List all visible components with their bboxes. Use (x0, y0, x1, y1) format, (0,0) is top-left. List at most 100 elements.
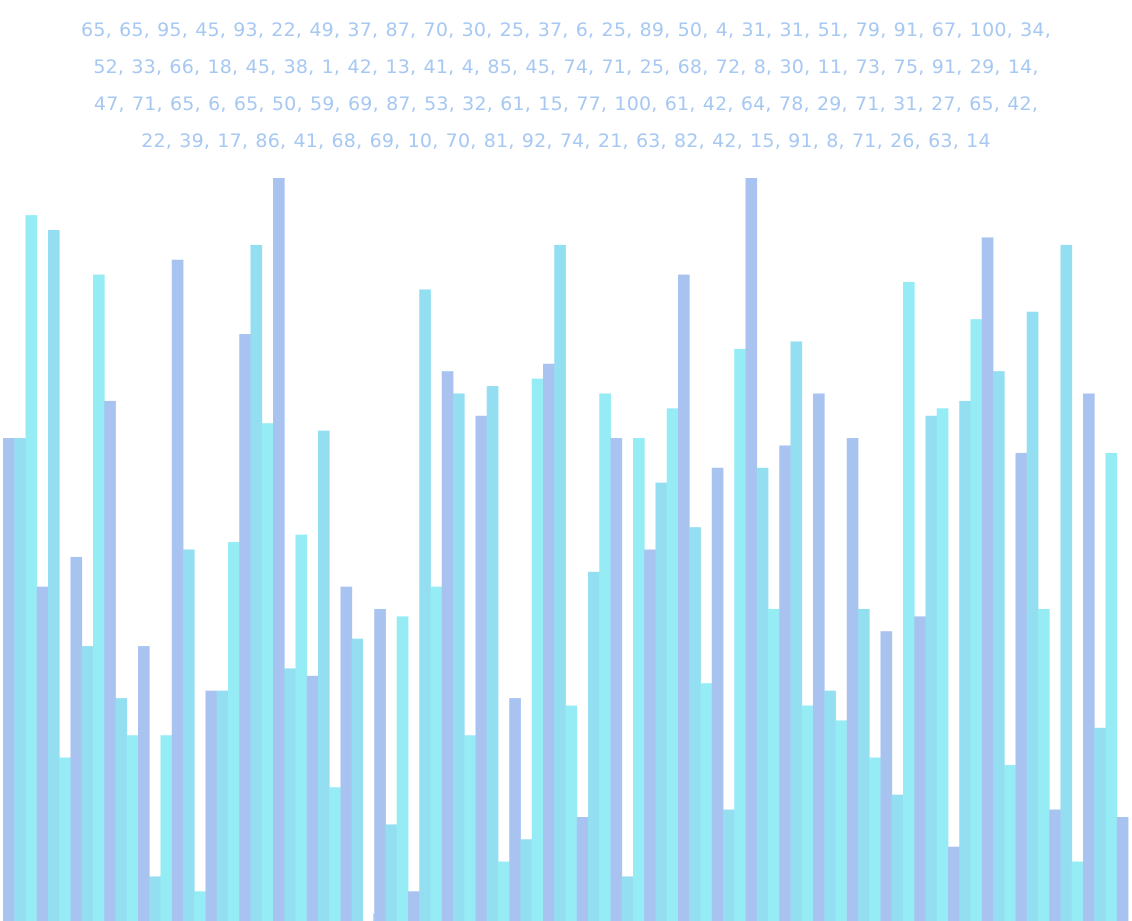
bar (948, 846, 960, 921)
bar (768, 608, 780, 921)
bar (666, 408, 679, 921)
bar (498, 861, 510, 921)
bar (216, 690, 229, 921)
bar (543, 363, 555, 921)
bar (678, 274, 690, 921)
bar (824, 690, 836, 921)
bar (588, 571, 600, 921)
bar (138, 646, 150, 921)
bar (599, 393, 611, 921)
bar (711, 467, 724, 921)
bar (194, 891, 206, 921)
bar (936, 408, 949, 921)
bar (464, 735, 476, 921)
bar (25, 215, 38, 921)
bar (59, 757, 71, 921)
bar (475, 415, 488, 921)
values-line-3: 47, 71, 65, 6, 65, 50, 59, 69, 87, 53, 3… (93, 93, 1039, 115)
bar (1116, 816, 1129, 921)
bar (14, 438, 26, 921)
bar (655, 482, 668, 921)
values-text: 65, 65, 95, 45, 93, 22, 49, 37, 87, 70, … (0, 12, 1132, 160)
bar (880, 631, 893, 921)
bar (1026, 311, 1039, 921)
bar (959, 400, 971, 921)
bar (576, 816, 589, 921)
bar (1083, 393, 1095, 921)
bar (509, 698, 521, 921)
bar (408, 891, 420, 921)
bar (1094, 727, 1106, 921)
bar (419, 289, 431, 921)
values-line-1: 65, 65, 95, 45, 93, 22, 49, 37, 87, 70, … (81, 19, 1051, 41)
bar (430, 586, 443, 921)
bar (1015, 452, 1028, 921)
bar (903, 282, 915, 921)
bar (756, 467, 769, 921)
bar (869, 757, 881, 921)
bar (700, 683, 713, 921)
bar (115, 698, 128, 921)
bar (621, 876, 634, 921)
values-line-2: 52, 33, 66, 18, 45, 38, 1, 42, 13, 41, 4… (93, 56, 1039, 78)
bar (374, 608, 386, 921)
bar (3, 438, 15, 921)
bar (970, 319, 983, 921)
bar (486, 386, 499, 921)
bar (565, 705, 578, 921)
bar (48, 230, 60, 921)
bar (1060, 244, 1073, 921)
bar (1071, 861, 1084, 921)
bar (70, 556, 83, 921)
bar (329, 787, 341, 921)
bar (385, 824, 398, 921)
bar (183, 549, 195, 921)
bar (306, 675, 319, 921)
bar (858, 608, 870, 921)
bar (126, 735, 139, 921)
bar (801, 705, 814, 921)
bar (228, 542, 240, 921)
bar (846, 438, 859, 921)
bar (261, 423, 274, 921)
bar (149, 876, 161, 921)
bar (318, 430, 330, 921)
bar (734, 348, 746, 921)
bar (396, 616, 409, 921)
values-line-4: 22, 39, 17, 86, 41, 68, 69, 10, 70, 81, … (141, 130, 991, 152)
bar (273, 178, 285, 921)
bar (81, 646, 94, 921)
bars-group (3, 178, 1129, 921)
bar (554, 244, 566, 921)
bar (1105, 452, 1118, 921)
bar (1004, 764, 1016, 921)
bar (644, 549, 656, 921)
bar (993, 371, 1005, 921)
chart-gap-divider (363, 170, 373, 921)
bar (531, 378, 544, 921)
bar (914, 616, 926, 921)
bar (723, 809, 735, 921)
bar (925, 415, 938, 921)
bar (453, 393, 465, 921)
bar (36, 586, 49, 921)
bar (779, 445, 791, 921)
bar (351, 638, 364, 921)
bar (1049, 809, 1061, 921)
bar (104, 400, 116, 921)
bar (689, 527, 701, 921)
bar (1038, 608, 1050, 921)
bar (250, 244, 263, 921)
bar (610, 438, 623, 921)
bar (981, 237, 994, 921)
bar (745, 178, 758, 921)
bar (93, 274, 105, 921)
bar (239, 334, 251, 921)
bar (171, 259, 184, 921)
bar (835, 720, 848, 921)
bar (790, 341, 803, 921)
bar (340, 586, 353, 921)
bar (205, 690, 218, 921)
bar (813, 393, 825, 921)
bar (160, 735, 173, 921)
